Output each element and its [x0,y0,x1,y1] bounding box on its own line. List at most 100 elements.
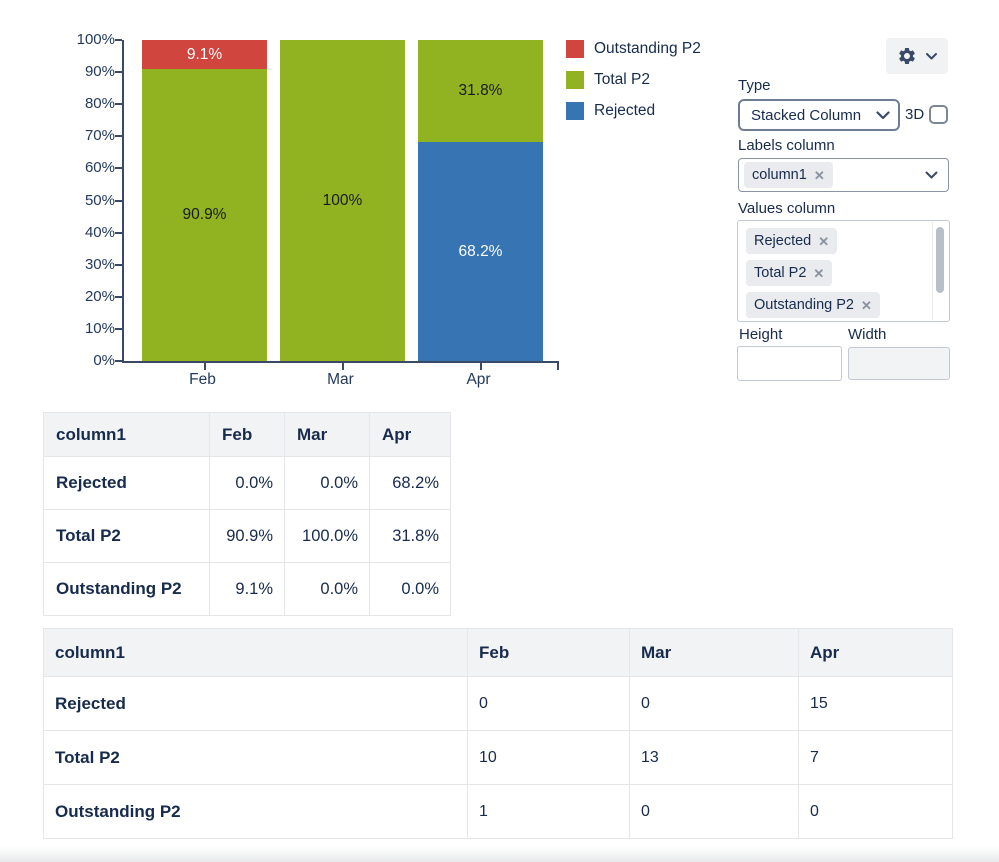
labels-column-label: Labels column [738,137,835,154]
bar-value-label: 9.1% [186,45,223,63]
column-header: Mar [629,628,799,677]
gear-icon [897,46,917,66]
table-cell: 100.0% [284,509,370,563]
table-cell: 0 [798,784,953,839]
bar-segment-total-p2: 90.9% [142,69,267,361]
y-tick-label: 90% [84,63,115,81]
y-tick-mark [115,263,122,266]
table-cell: 0.0% [284,562,370,616]
y-tick-label: 30% [84,255,115,273]
selected-option-tag: Outstanding P2 ✕ [746,292,880,318]
legend-label: Total P2 [594,71,651,88]
column-header: column1 [43,412,210,457]
raw-table: column1 Feb Mar Apr Rejected 0 0 15 Total P2 10 13… [43,628,953,839]
column-header: Mar [284,412,370,457]
y-tick-mark [115,231,122,234]
stacked-column-chart: 0% 10% 20% 30% 40% 50% 60% 70% 80% 90% 100% 90.9% 9… [65,31,565,394]
y-tick-label: 80% [84,95,115,113]
table-cell: 0 [629,676,799,731]
y-tick-label: 70% [84,127,115,145]
width-input[interactable] [848,347,950,380]
table-cell: 0 [629,784,799,839]
tag-label: Total P2 [754,265,807,281]
column-header: Feb [209,412,285,457]
bar-segment-total-p2: 31.8% [418,40,543,143]
table-cell: 0.0% [284,456,370,510]
chevron-down-icon [925,171,938,179]
bar-segment-rejected: 68.2% [418,142,543,361]
values-column-select[interactable]: Rejected ✕ Total P2 ✕ Outstanding P2 ✕ [737,220,950,322]
table-row: Total P2 90.9% 100.0% 31.8% [43,509,451,563]
y-tick-mark [115,295,122,298]
bottom-fade [0,846,999,862]
y-tick-label: 100% [76,31,115,48]
y-tick-mark [115,167,122,170]
type-select-value: Stacked Column [751,106,862,124]
legend-item: Total P2 [566,71,701,89]
height-input[interactable] [737,346,842,381]
x-tick-label: Apr [466,371,491,388]
type-select[interactable]: Stacked Column [738,99,900,131]
data-table: column1 Feb Mar Apr Rejected 0.0% 0.0% 68.2% Tot… [43,412,451,616]
remove-tag-icon[interactable]: ✕ [818,233,830,249]
height-label: Height [739,326,783,343]
threed-checkbox[interactable] [929,105,948,124]
remove-tag-icon[interactable]: ✕ [813,167,825,183]
legend-item: Outstanding P2 [566,40,701,58]
chart-legend: Outstanding P2 Total P2 Rejected [566,40,701,120]
row-label: Rejected [43,456,210,510]
labels-column-tags: column1 ✕ [744,162,833,188]
table-row: Outstanding P2 9.1% 0.0% 0.0% [43,562,451,616]
y-tick-label: 10% [84,319,115,337]
bar-apr: 68.2% 31.8% [418,40,543,361]
table-row: Total P2 10 13 7 [43,730,953,785]
table-cell: 13 [629,730,799,785]
legend-item: Rejected [566,102,701,120]
settings-button[interactable] [886,38,948,74]
y-tick-mark [115,135,122,138]
table-cell: 0.0% [369,562,451,616]
table-cell: 90.9% [209,509,285,563]
table-cell: 0 [467,676,630,731]
chart-x-axis: Feb Mar Apr [122,371,557,393]
y-tick-label: 50% [84,191,115,209]
bar-value-label: 90.9% [182,206,227,224]
column-header: column1 [43,628,468,677]
y-tick-label: 40% [84,223,115,241]
y-tick-mark [115,71,122,74]
width-label: Width [848,326,887,343]
table-row: Rejected 0 0 15 [43,676,953,731]
y-tick-label: 60% [84,159,115,177]
remove-tag-icon[interactable]: ✕ [813,265,825,281]
selected-option-tag: Rejected ✕ [746,228,838,254]
table-header-row: column1 Feb Mar Apr [43,412,451,457]
selected-option-tag: Total P2 ✕ [746,260,833,286]
bar-mar: 100% [280,40,405,361]
labels-column-select[interactable]: column1 ✕ [738,158,949,192]
bar-value-label: 68.2% [458,242,503,260]
x-axis-end-tick [557,363,559,370]
y-tick-mark [115,103,122,106]
table-cell: 15 [798,676,953,731]
table-cell: 10 [467,730,630,785]
chart-y-axis: 0% 10% 20% 30% 40% 50% 60% 70% 80% 90% 100% [65,31,115,369]
selected-option-tag: column1 ✕ [744,162,833,188]
column-header: Feb [467,628,630,677]
bar-segment-total-p2: 100% [280,40,405,361]
scrollbar-thumb[interactable] [936,227,944,293]
tag-label: Rejected [754,233,812,249]
y-tick-mark [115,199,122,202]
row-label: Total P2 [43,730,468,785]
column-header: Apr [798,628,953,677]
scrollbar-track[interactable] [932,222,948,320]
data-table: column1 Feb Mar Apr Rejected 0 0 15 Total P2 10 13… [43,628,953,839]
y-tick-label: 20% [84,287,115,305]
legend-swatch [566,71,584,89]
percent-table: column1 Feb Mar Apr Rejected 0.0% 0.0% 68.2% Tot… [43,412,451,616]
x-tick-mark [341,363,344,370]
y-tick-mark [115,327,122,330]
legend-label: Rejected [594,102,656,119]
remove-tag-icon[interactable]: ✕ [860,297,872,313]
y-tick-mark [115,360,122,362]
table-cell: 1 [467,784,630,839]
